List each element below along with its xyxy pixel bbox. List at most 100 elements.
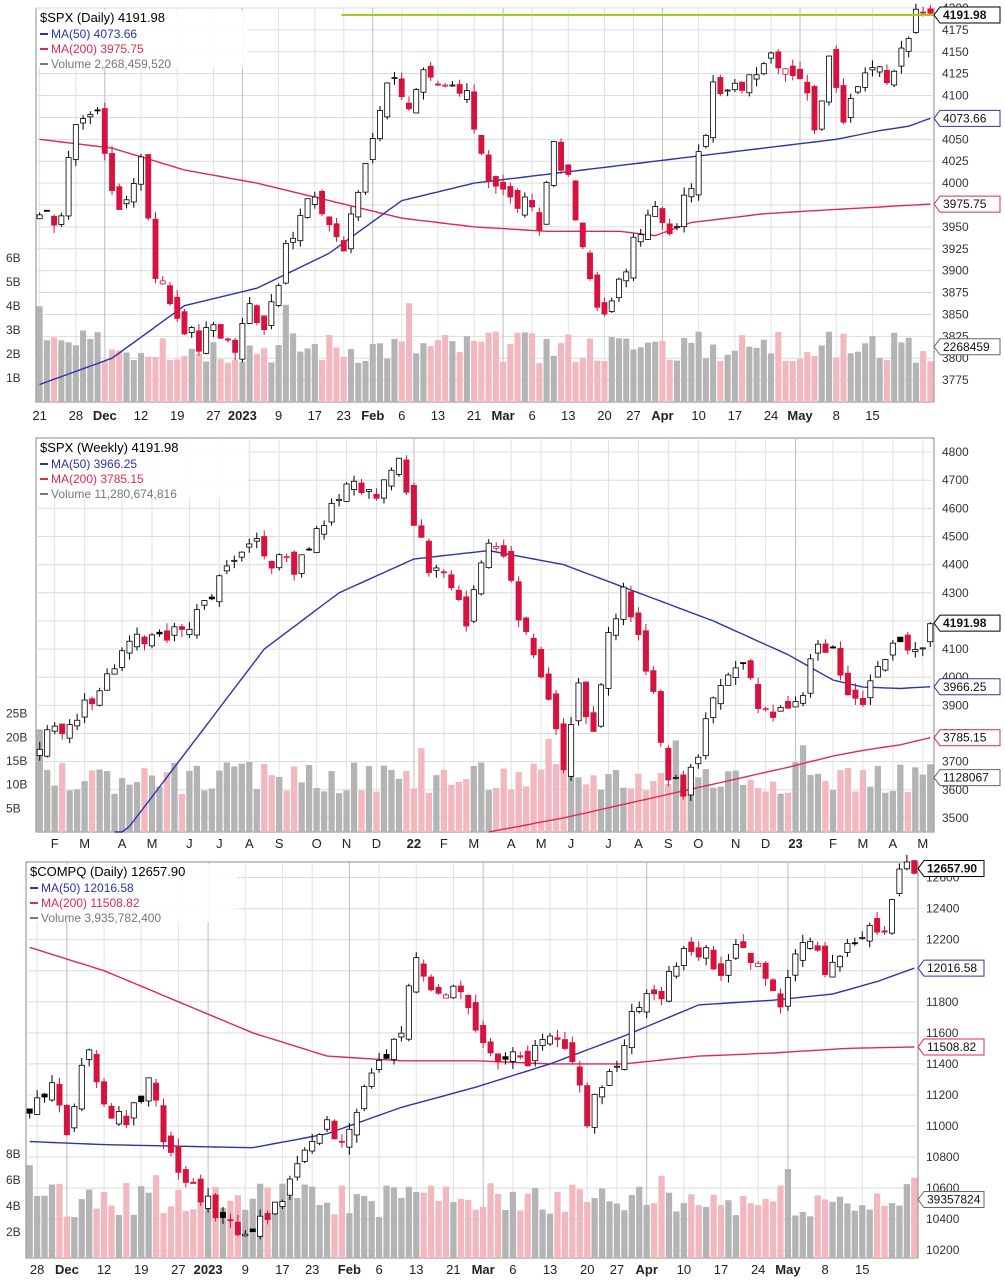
candle-body — [36, 214, 43, 220]
volume-bar — [777, 1185, 784, 1258]
volume-bar — [166, 360, 174, 402]
volume-bar — [502, 1210, 509, 1258]
candle-body — [657, 691, 664, 743]
volume-bar — [375, 1216, 383, 1258]
volume-bar — [427, 345, 434, 402]
y-tick-label: 12200 — [926, 933, 960, 947]
candle-body — [81, 699, 88, 718]
y-tick-label: 4700 — [942, 473, 969, 487]
volume-bar — [508, 789, 515, 832]
candle-body — [268, 301, 275, 326]
volume-bar — [36, 306, 43, 402]
legend-entry: MA(200) 3975.75 — [51, 42, 144, 56]
candle-body — [413, 89, 420, 114]
candle-body — [760, 63, 767, 75]
volume-bar — [309, 1186, 316, 1258]
candle-body — [888, 899, 895, 934]
x-tick-label: Apr — [651, 408, 673, 423]
candle-body — [621, 1045, 628, 1070]
candle-body — [178, 626, 185, 630]
volume-bar — [590, 775, 597, 832]
candle-body — [543, 182, 550, 225]
volume-tag: 2268459 — [933, 338, 1001, 356]
volume-bar — [782, 360, 789, 402]
candle-body — [725, 959, 732, 976]
volume-bar — [227, 1200, 234, 1258]
candle-body — [227, 1219, 234, 1222]
candle-body — [605, 632, 612, 689]
candle-body — [261, 315, 268, 331]
candle-body — [688, 941, 695, 952]
volume-bar — [59, 763, 66, 832]
candle-body — [867, 680, 874, 699]
candle-body — [732, 667, 739, 678]
volume-bar — [427, 1185, 435, 1258]
candle-body — [606, 1071, 613, 1086]
candle-body — [384, 82, 391, 118]
candle-body — [811, 86, 818, 131]
x-tick-label: 13 — [409, 1262, 423, 1277]
volume-bar — [391, 338, 398, 402]
candle-body — [724, 89, 731, 92]
candle-body — [545, 673, 552, 700]
last-price-tag-box — [933, 614, 1001, 632]
x-tick-label: Mar — [472, 1262, 495, 1277]
candle-body — [246, 303, 253, 324]
candle-body — [804, 81, 811, 94]
volume-bar — [927, 361, 934, 402]
volume-bar — [777, 793, 784, 832]
volume-bar — [586, 338, 594, 402]
volume-bar — [829, 1201, 836, 1258]
volume-bar — [844, 1203, 851, 1258]
ma50-line — [39, 117, 931, 386]
volume-bar — [239, 361, 246, 402]
x-tick-label: A — [245, 836, 254, 851]
candle-body — [181, 311, 188, 335]
candle-body — [398, 78, 405, 98]
candle-body — [485, 154, 492, 182]
candle-body — [326, 216, 333, 226]
x-tick-label: 21 — [467, 408, 481, 423]
volume-bar — [829, 790, 837, 832]
x-tick-label: 23 — [337, 408, 351, 423]
candle-body — [927, 8, 934, 14]
candle-body — [197, 1178, 204, 1203]
candle-body — [896, 868, 903, 894]
volume-bar — [51, 337, 58, 402]
candle-body — [78, 1064, 85, 1110]
x-tick-label: 17 — [728, 408, 742, 423]
volume-bar — [311, 344, 318, 402]
x-tick-label: 20 — [597, 408, 611, 423]
volume-bar — [760, 339, 767, 402]
candle-body — [485, 542, 492, 569]
candle-body — [373, 493, 380, 499]
x-tick-label: 24 — [764, 408, 778, 423]
candle-body — [897, 636, 904, 643]
volume-bar — [41, 1195, 48, 1258]
x-tick-label: May — [787, 408, 813, 423]
candle-body — [138, 1095, 145, 1103]
volume-bar — [874, 765, 882, 832]
volume-tick-label: 25B — [6, 707, 27, 721]
volume-bar — [123, 352, 130, 402]
volume-bar — [51, 785, 58, 832]
y-tick-label: 3600 — [942, 783, 969, 797]
volume-bar — [145, 356, 152, 402]
volume-bar — [66, 790, 73, 832]
candle-body — [333, 223, 340, 238]
volume-bar — [620, 787, 627, 832]
volume-bar — [876, 357, 883, 402]
candle-body — [433, 567, 440, 571]
x-tick-label: 28 — [69, 408, 83, 423]
y-tick-label: 4800 — [942, 445, 969, 459]
candle-body — [695, 947, 702, 958]
volume-bar — [650, 780, 657, 832]
x-tick-label: 2023 — [228, 408, 257, 423]
candle-body — [508, 550, 515, 581]
volume-bar — [695, 331, 702, 402]
volume-tag-text: 39357824 — [927, 1193, 981, 1207]
volume-bar — [582, 784, 590, 832]
volume-bar — [101, 361, 108, 402]
candle-body — [336, 498, 343, 501]
volume-bar — [238, 763, 245, 832]
